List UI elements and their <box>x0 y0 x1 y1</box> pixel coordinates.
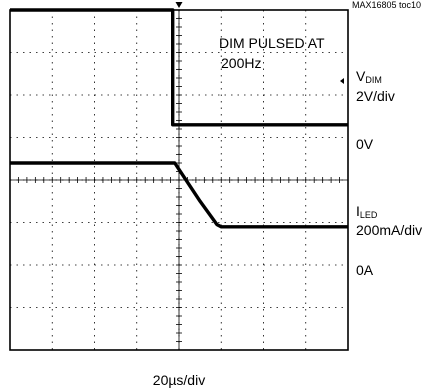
timebase-label: 20µs/div <box>152 372 206 388</box>
vdim-scale: 2V/div <box>356 88 395 104</box>
annotation: DIM PULSED AT 200Hz <box>219 33 325 73</box>
vdim-label: VDIM <box>356 68 382 88</box>
iled-symbol: I <box>356 203 360 219</box>
vdim-symbol: V <box>356 68 366 84</box>
traces <box>10 8 348 229</box>
graticule <box>9 2 349 351</box>
channel-marker <box>340 78 344 84</box>
annotation-line-2: 200Hz <box>221 55 262 71</box>
iled-subscript: LED <box>359 210 378 220</box>
trigger-marker <box>175 2 183 8</box>
trace-vdim <box>10 8 348 127</box>
figure-id: MAX16805 toc10 <box>351 0 421 10</box>
vdim-ground-label: 0V <box>356 136 374 152</box>
iled-ground-label: 0A <box>356 262 374 278</box>
iled-label: ILED <box>356 203 377 223</box>
vdim-subscript: DIM <box>365 75 382 85</box>
annotation-line-1: DIM PULSED AT <box>219 35 325 51</box>
trace-iled <box>10 161 348 229</box>
iled-scale: 200mA/div <box>356 222 423 238</box>
